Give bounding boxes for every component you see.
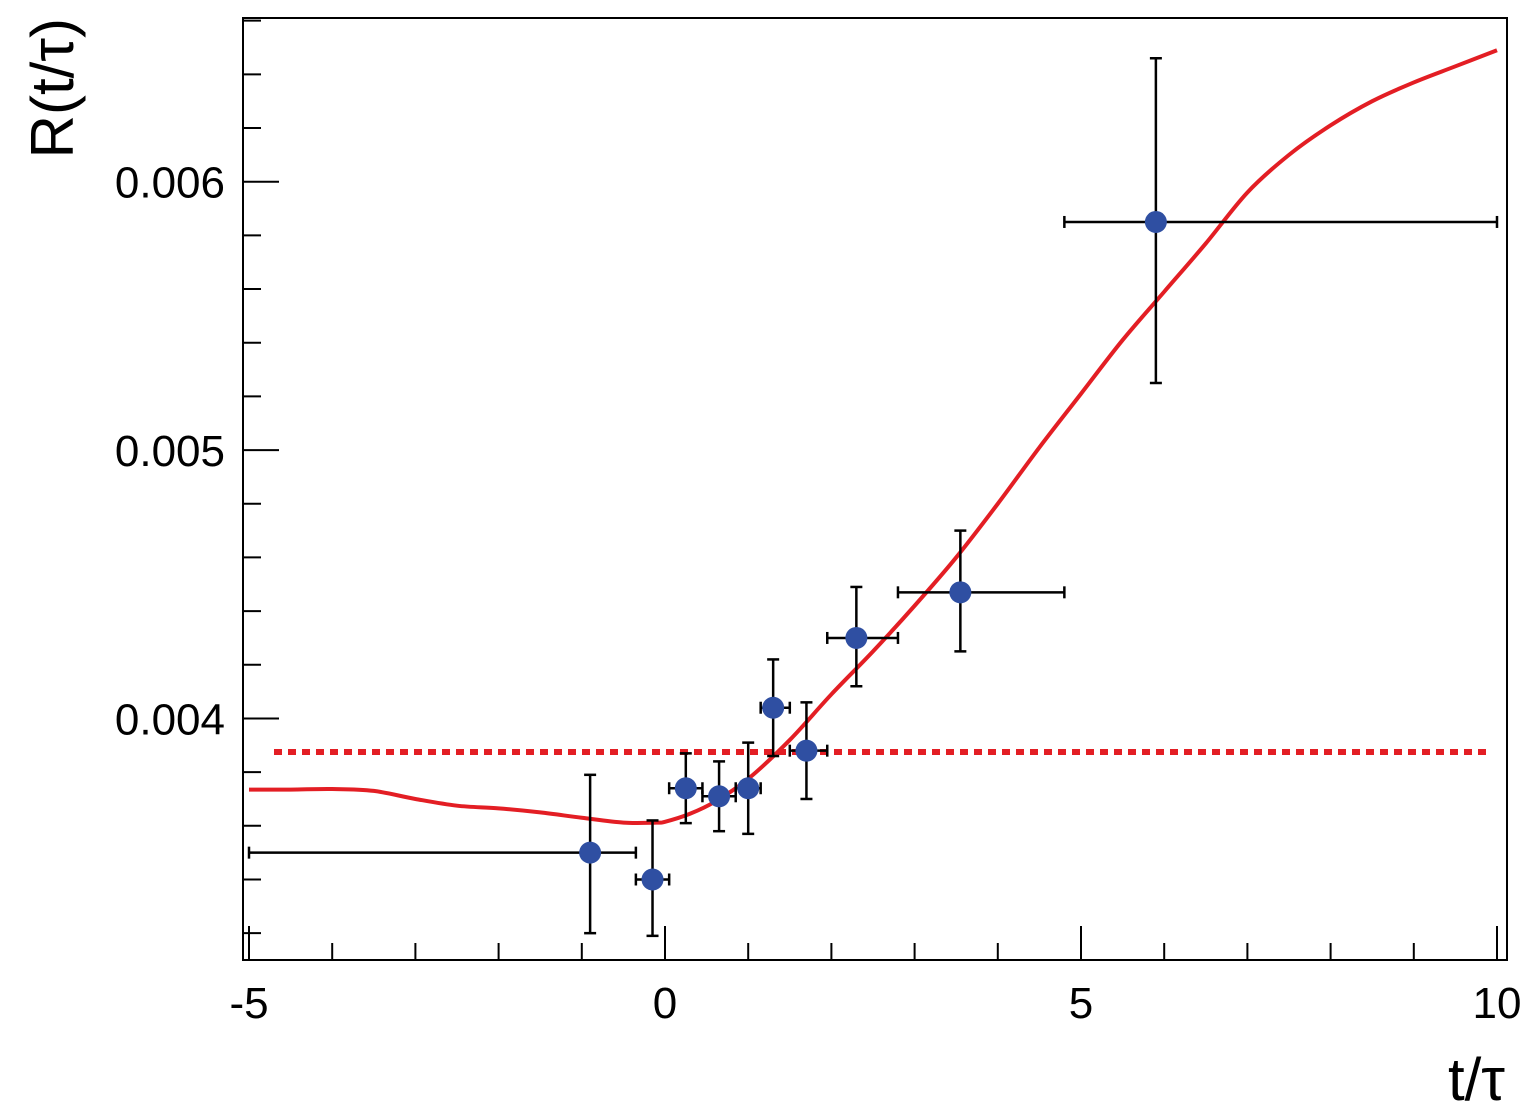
data-point (1144, 210, 1167, 233)
data-points (579, 210, 1167, 891)
tick-labels: -5 0 5 10 0.004 0.005 0.006 (115, 159, 1522, 1028)
y-tick-label: 0.004 (115, 695, 225, 744)
x-tick-label: -5 (229, 979, 268, 1028)
data-point (845, 626, 868, 649)
data-point (674, 777, 697, 800)
data-point (795, 739, 818, 762)
plot-frame (242, 17, 1508, 961)
error-bar (247, 773, 638, 935)
data-point (762, 696, 785, 719)
fit-curve-path (248, 48, 1498, 825)
x-tick-label: 10 (1473, 979, 1522, 1028)
x-axis-title: t/τ (1448, 1046, 1505, 1113)
plot-border (242, 17, 1508, 961)
y-tick-label: 0.005 (115, 427, 225, 476)
y-tick-label: 0.006 (115, 159, 225, 208)
x-tick-label: 5 (1069, 979, 1093, 1028)
data-point (641, 868, 664, 891)
x-tick-label: 0 (653, 979, 677, 1028)
data-point (737, 777, 760, 800)
data-point (579, 841, 602, 864)
data-point (708, 785, 731, 808)
data-point (949, 581, 972, 604)
axis-ticks (243, 19, 1498, 960)
fit-curve (248, 48, 1498, 825)
y-axis-title: R(t/τ) (19, 18, 86, 158)
error-bar (896, 529, 1066, 653)
